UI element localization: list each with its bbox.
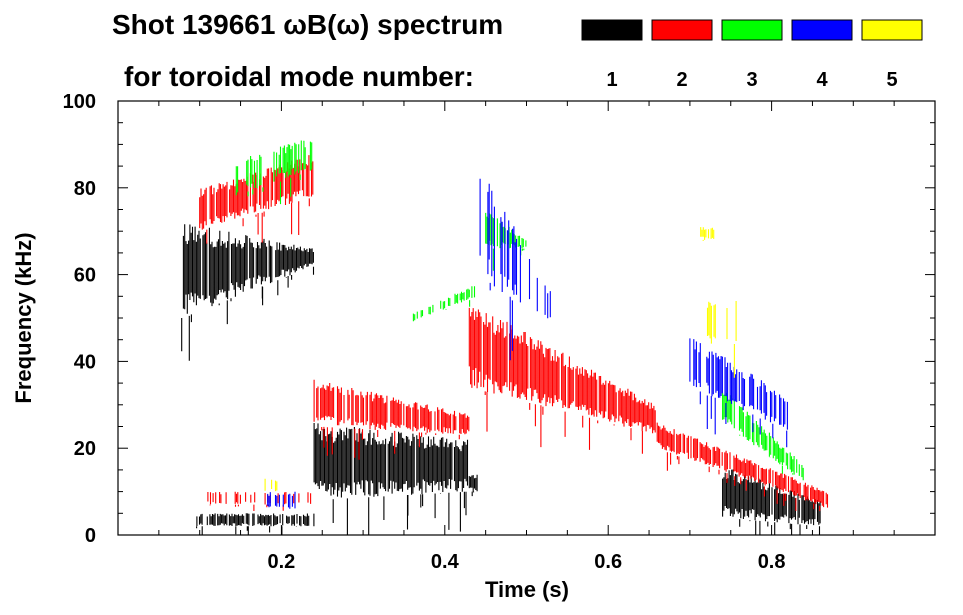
series-n5-region-3-strokes: [264, 478, 278, 492]
series-n1-region-3: [313, 423, 469, 535]
mode-number-legend: 1 2 3 4 5: [581, 19, 923, 91]
legend-swatch-n1: [581, 19, 643, 41]
series-n5: [264, 227, 737, 492]
series-n1-region-4-strokes: [468, 474, 478, 497]
y-tick-label: 40: [74, 351, 96, 373]
series-n3-region-2-strokes: [412, 286, 476, 322]
series-n5-region-2-strokes: [706, 301, 737, 378]
series-n1-region-2-strokes: [196, 513, 315, 535]
x-axis-title: Time (s): [485, 577, 569, 602]
series-n4-region-3-strokes: [267, 491, 296, 509]
series-n2-region-3-strokes: [468, 307, 656, 454]
legend-swatch-n4: [791, 19, 853, 41]
y-axis-title: Frequency (kHz): [11, 232, 36, 403]
axis-ticks: 0.2 0.4 0.6 0.8 0 20 40 60 80 100: [63, 91, 935, 573]
chart-title-line1: Shot 139661 ωB(ω) spectrum: [112, 9, 503, 40]
series-n4-region-2-strokes: [689, 338, 788, 448]
series-n1-region-1: [181, 224, 315, 361]
series-n2-region-1-strokes: [199, 155, 314, 244]
x-tick-label: 0.8: [758, 551, 786, 573]
series-n5-region-1-strokes: [700, 227, 715, 241]
legend-label-n3: 3: [746, 69, 757, 91]
series-n2-region-4: [656, 422, 829, 512]
series-n2-region-1: [199, 155, 314, 244]
series-n3-region-1: [235, 140, 313, 205]
series-n1-region-5-strokes: [722, 469, 821, 535]
series-n3-region-2: [412, 286, 476, 322]
series-n4-region-2: [689, 338, 788, 448]
series-n2-region-3: [468, 307, 656, 454]
x-tick-label: 0.2: [267, 551, 295, 573]
legend-label-n2: 2: [676, 69, 687, 91]
series-n4-region-1: [479, 178, 551, 361]
series-n5-region-1: [700, 227, 715, 241]
series-n3-region-4: [722, 392, 804, 481]
y-tick-label: 20: [74, 438, 96, 460]
series-n5-region-2: [706, 301, 737, 378]
legend-label-n5: 5: [886, 69, 897, 91]
legend-swatch-n5: [861, 19, 923, 41]
series-n2-region-2-strokes: [313, 379, 470, 460]
series-n4: [267, 178, 788, 509]
x-tick-label: 0.6: [594, 551, 622, 573]
series-n3-region-1-strokes: [235, 140, 313, 205]
legend-label-n4: 4: [816, 69, 828, 91]
series-n2-region-2: [313, 379, 470, 460]
series-n2-region-4-strokes: [656, 422, 829, 512]
y-tick-label: 60: [74, 265, 96, 287]
series-n3-region-4-strokes: [722, 392, 804, 481]
series-n4-region-1-strokes: [479, 178, 551, 361]
series-n1: [181, 224, 821, 535]
y-tick-label: 80: [74, 178, 96, 200]
series-n1-region-2: [196, 513, 315, 535]
legend-label-n1: 1: [606, 69, 617, 91]
series-n1-region-1-strokes: [181, 224, 315, 361]
y-tick-label: 0: [85, 525, 96, 547]
series-n1-region-4: [468, 474, 478, 497]
plot-frame: [117, 100, 936, 536]
chart-title-line2: for toroidal mode number:: [124, 61, 474, 92]
series-n4-region-3: [267, 491, 296, 509]
series-n2: [199, 155, 829, 512]
series-n5-region-3: [264, 478, 278, 492]
plot-area: 0.2 0.4 0.6 0.8 0 20 40 60 80 100: [63, 91, 936, 573]
spectrum-data: [181, 140, 829, 535]
series-n1-region-3-strokes: [313, 423, 469, 535]
legend-swatch-n3: [721, 19, 783, 41]
y-tick-label: 100: [63, 91, 96, 113]
x-tick-label: 0.4: [431, 551, 460, 573]
legend-swatch-n2: [651, 19, 713, 41]
series-n1-region-5: [722, 469, 821, 535]
